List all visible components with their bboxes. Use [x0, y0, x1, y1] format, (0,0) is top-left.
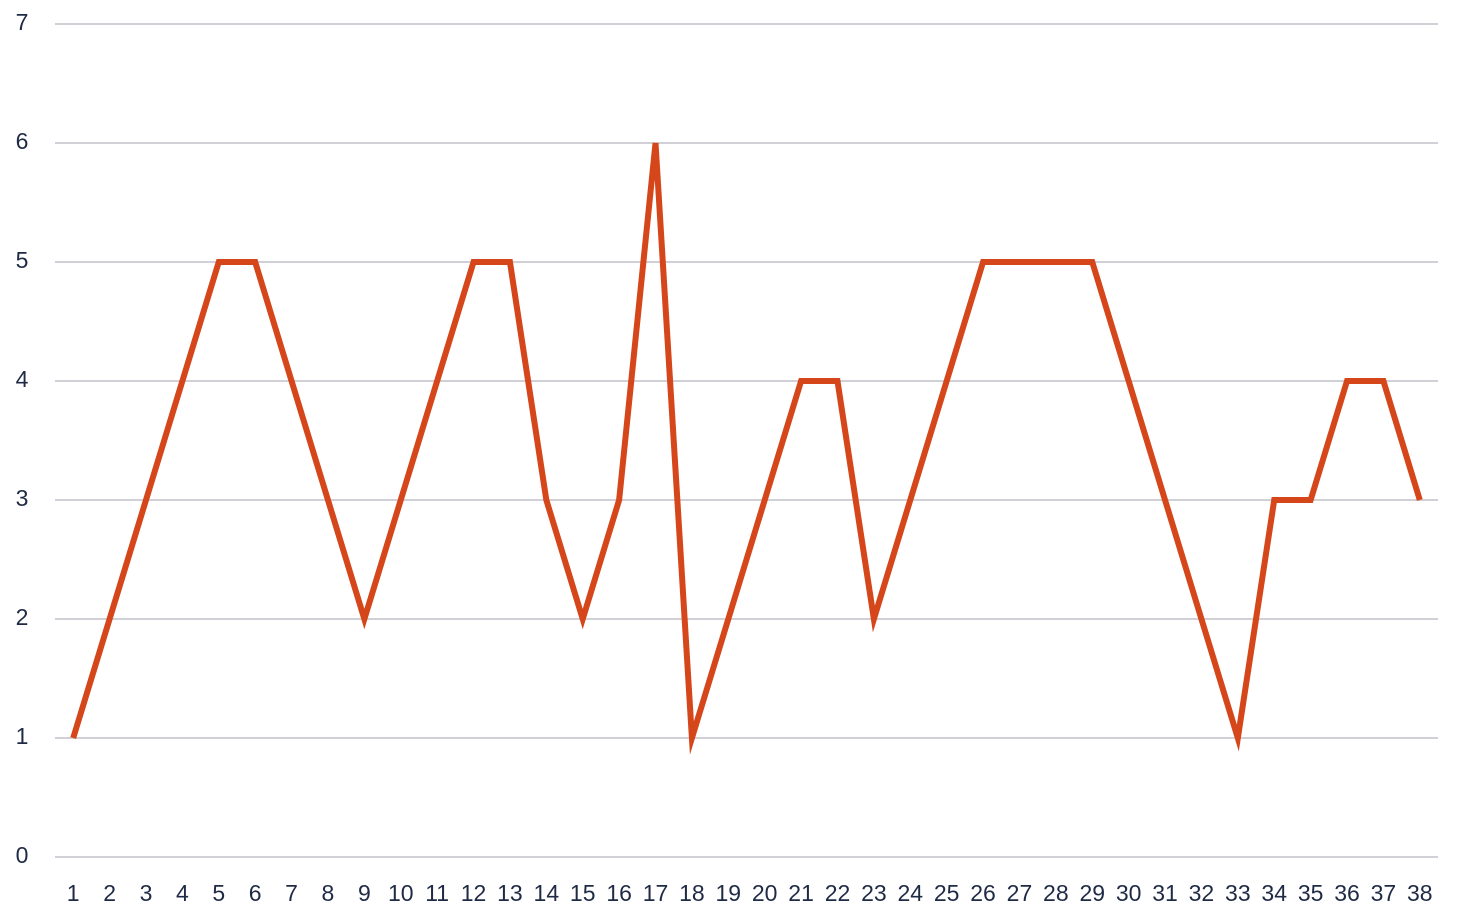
x-tick-label: 21 — [788, 880, 814, 906]
x-tick-label: 32 — [1189, 880, 1215, 906]
y-tick-label: 6 — [16, 128, 29, 154]
x-tick-label: 37 — [1371, 880, 1397, 906]
x-tick-label: 9 — [358, 880, 371, 906]
x-tick-label: 11 — [425, 880, 449, 906]
x-tick-label: 27 — [1007, 880, 1033, 906]
x-tick-label: 8 — [322, 880, 335, 906]
x-tick-label: 7 — [285, 880, 298, 906]
data-line — [70, 142, 1423, 755]
x-tick-label: 1 — [67, 880, 80, 906]
y-tick-label: 0 — [16, 842, 29, 868]
y-tick-label: 7 — [16, 9, 29, 35]
x-tick-label: 17 — [643, 880, 669, 906]
x-tick-label: 15 — [570, 880, 596, 906]
y-tick-label: 2 — [16, 604, 29, 630]
y-tick-label: 5 — [16, 247, 29, 273]
x-tick-label: 16 — [606, 880, 632, 906]
x-tick-label: 36 — [1334, 880, 1360, 906]
x-tick-label: 33 — [1225, 880, 1251, 906]
x-tick-label: 6 — [249, 880, 262, 906]
x-tick-label: 35 — [1298, 880, 1324, 906]
x-tick-label: 20 — [752, 880, 778, 906]
x-tick-label: 29 — [1079, 880, 1105, 906]
x-tick-label: 18 — [679, 880, 705, 906]
x-tick-label: 31 — [1152, 880, 1178, 906]
x-tick-label: 38 — [1407, 880, 1433, 906]
y-tick-label: 1 — [16, 723, 29, 749]
x-tick-label: 26 — [970, 880, 996, 906]
x-tick-label: 2 — [103, 880, 116, 906]
x-tick-label: 24 — [897, 880, 923, 906]
x-tick-label: 23 — [861, 880, 887, 906]
x-tick-label: 19 — [716, 880, 742, 906]
x-tick-label: 12 — [461, 880, 487, 906]
x-tick-label: 13 — [497, 880, 523, 906]
x-tick-label: 28 — [1043, 880, 1069, 906]
x-tick-label: 34 — [1261, 880, 1287, 906]
y-tick-label: 4 — [16, 366, 29, 392]
y-tick-label: 3 — [16, 485, 29, 511]
x-tick-label: 14 — [534, 880, 560, 906]
x-tick-label: 25 — [934, 880, 960, 906]
x-tick-label: 10 — [388, 880, 414, 906]
x-tick-label: 3 — [140, 880, 153, 906]
x-tick-label: 22 — [825, 880, 851, 906]
x-tick-label: 4 — [176, 880, 189, 906]
x-tick-label: 30 — [1116, 880, 1142, 906]
x-tick-label: 5 — [212, 880, 225, 906]
